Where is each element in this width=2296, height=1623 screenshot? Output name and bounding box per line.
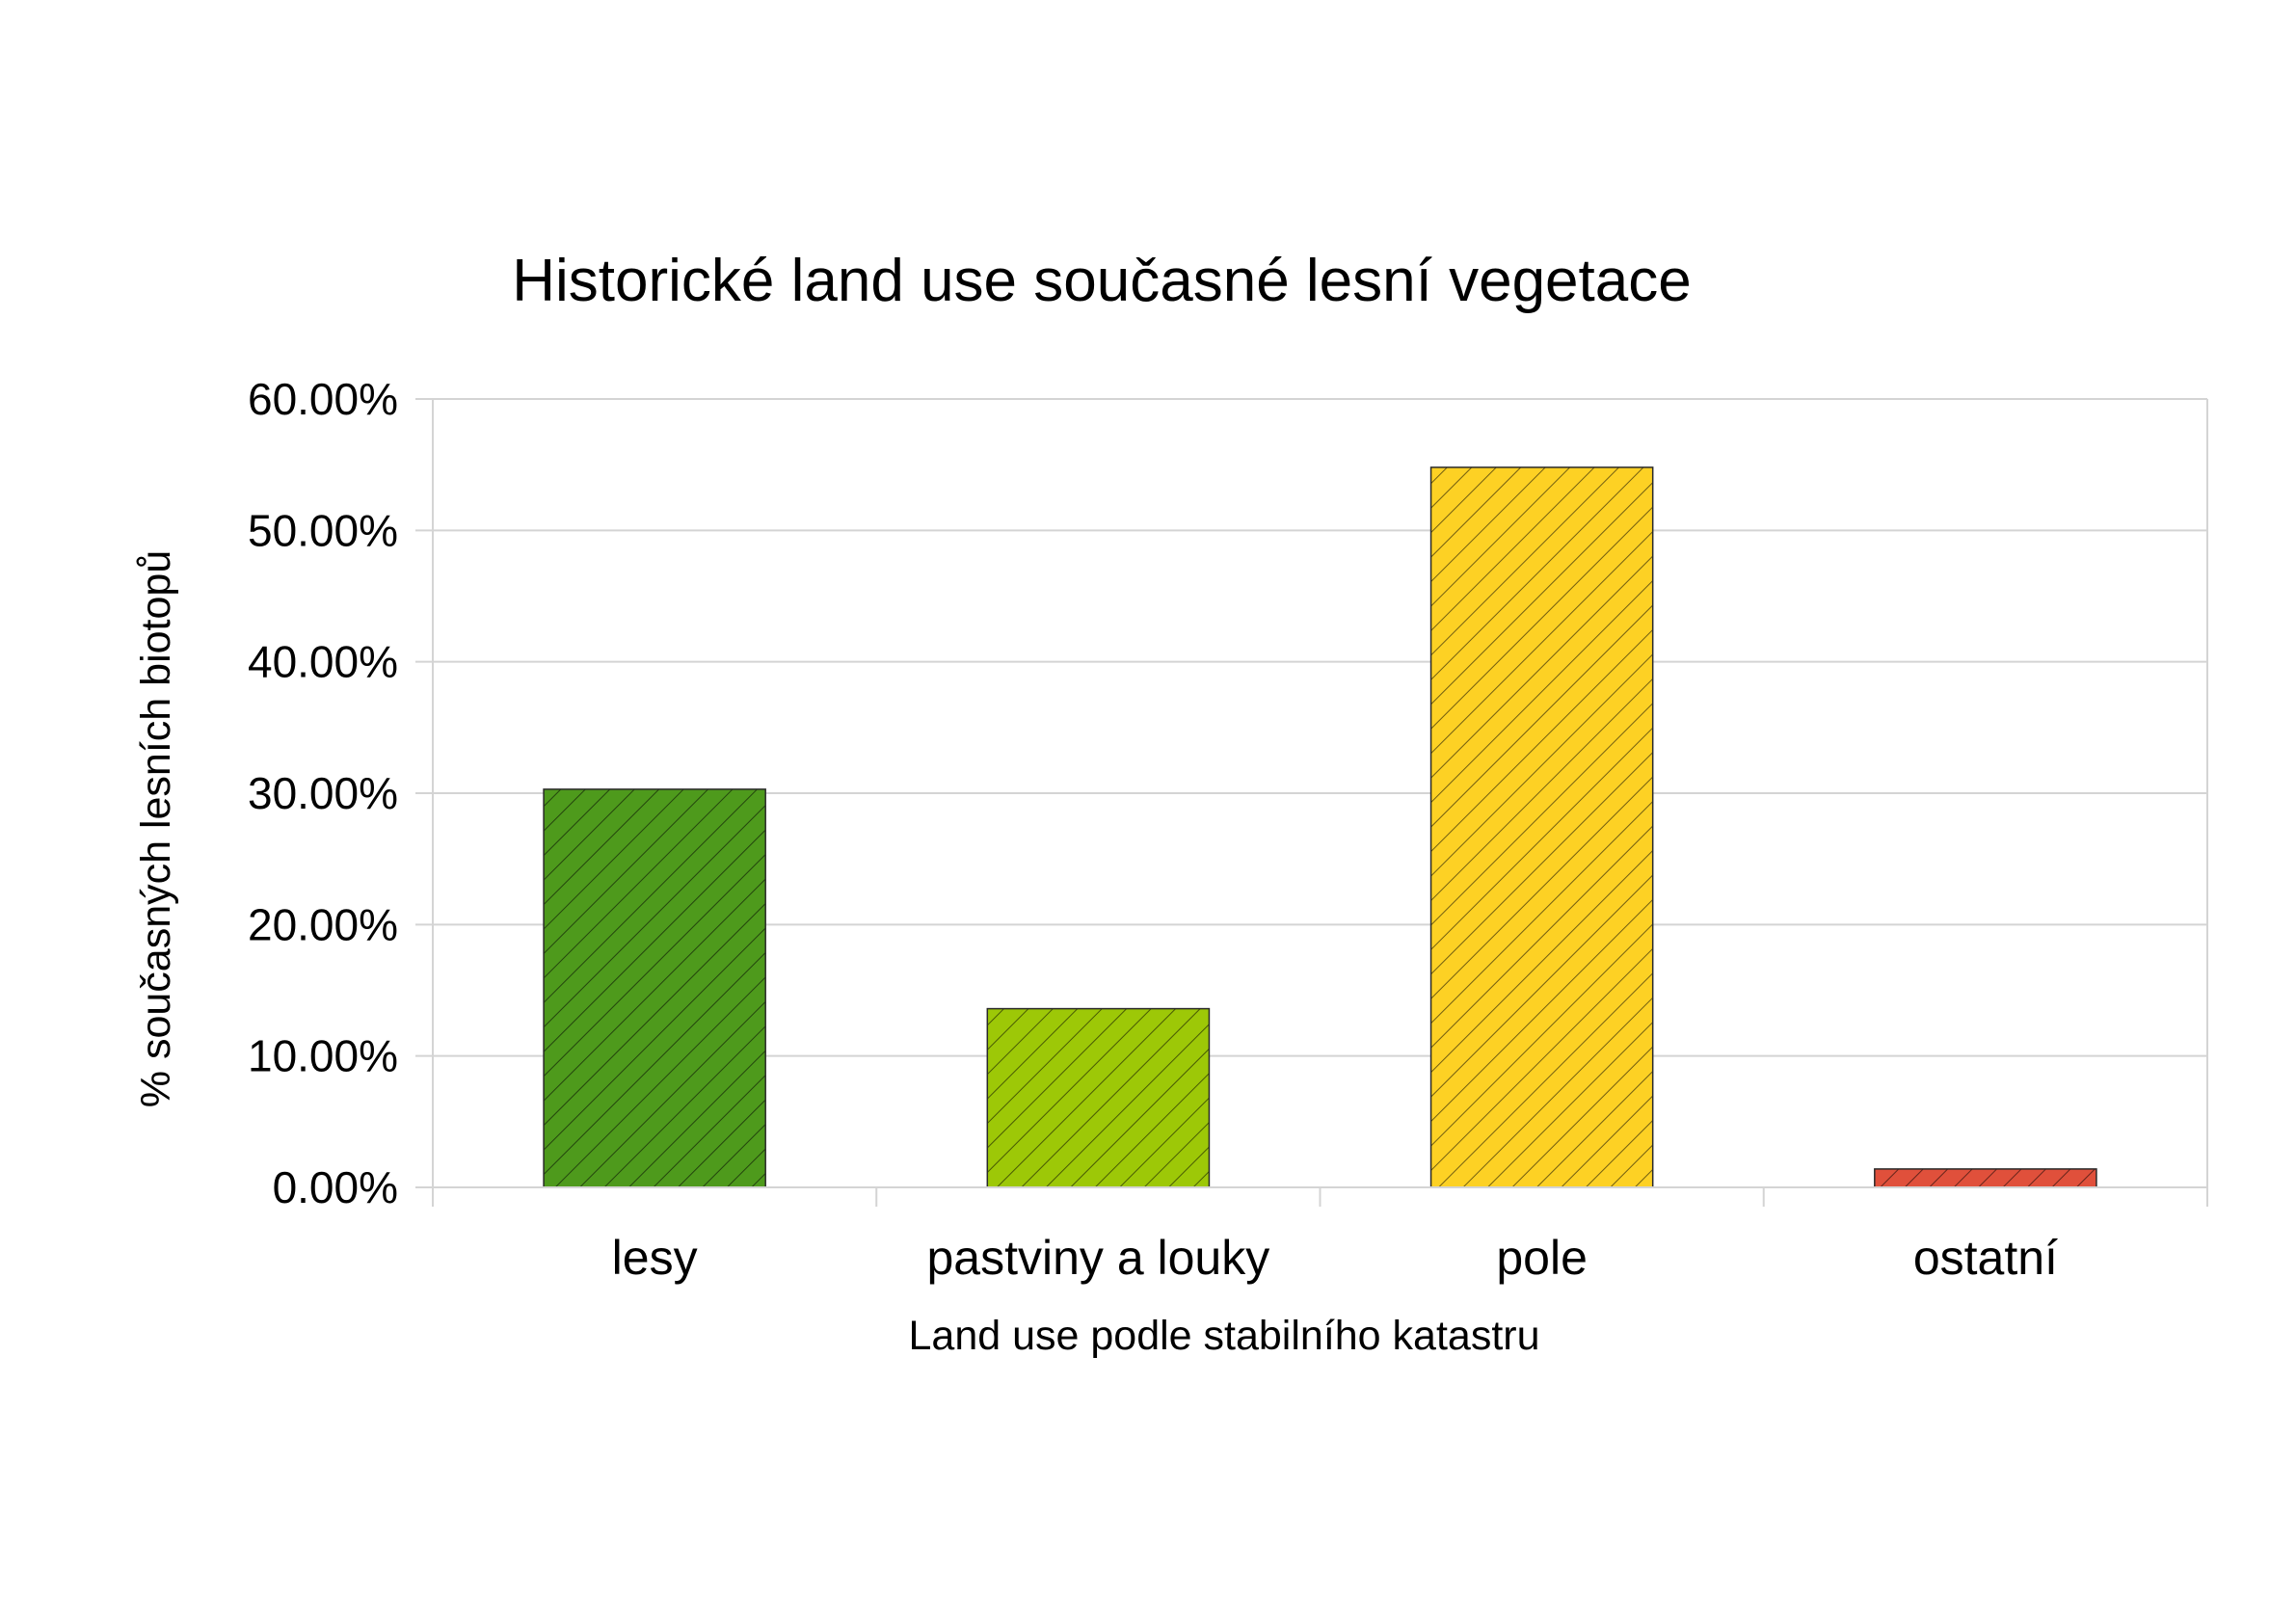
bars — [543, 466, 2097, 1188]
x-axis — [432, 1186, 2208, 1207]
y-tick-label: 60.00% — [248, 374, 398, 424]
bar-1 — [543, 788, 766, 1188]
y-tick-label: 10.00% — [248, 1031, 398, 1081]
x-tick-label: pole — [1496, 1231, 1588, 1285]
chart-title: Historické land use současné lesní veget… — [512, 248, 1691, 314]
x-tick-label: ostatní — [1913, 1231, 2058, 1285]
bar-3 — [1429, 466, 1654, 1188]
y-tick-label: 30.00% — [248, 768, 398, 818]
x-tick-label: pastviny a louky — [927, 1231, 1270, 1285]
x-tick-label: lesy — [612, 1231, 698, 1285]
y-tick-label: 40.00% — [248, 637, 398, 687]
bar-2 — [986, 1007, 1211, 1188]
bar-4 — [1874, 1168, 2097, 1188]
y-tick-label: 50.00% — [248, 505, 398, 555]
y-tick-label: 20.00% — [248, 899, 398, 949]
x-axis-label: Land use podle stabilního katastru — [908, 1313, 1539, 1359]
y-axis-ticks: 0.00% 10.00% 20.00% 30.00% 40.00% 50.00% 60.00… — [248, 374, 433, 1212]
x-axis-ticks: lesy pastviny a louky pole ostatní — [612, 1231, 2058, 1285]
y-tick-label: 0.00% — [273, 1162, 398, 1212]
y-axis-label: % současných lesních biotopů — [133, 550, 179, 1107]
